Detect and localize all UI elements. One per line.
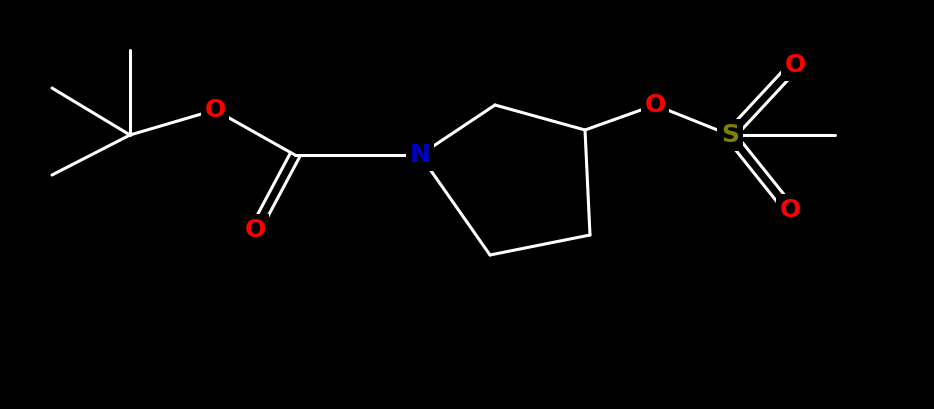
Text: N: N [410, 143, 431, 167]
Text: O: O [779, 198, 800, 222]
Text: S: S [721, 123, 739, 147]
Text: O: O [644, 93, 666, 117]
Text: O: O [245, 218, 265, 242]
Text: O: O [205, 98, 226, 122]
Text: O: O [785, 53, 806, 77]
